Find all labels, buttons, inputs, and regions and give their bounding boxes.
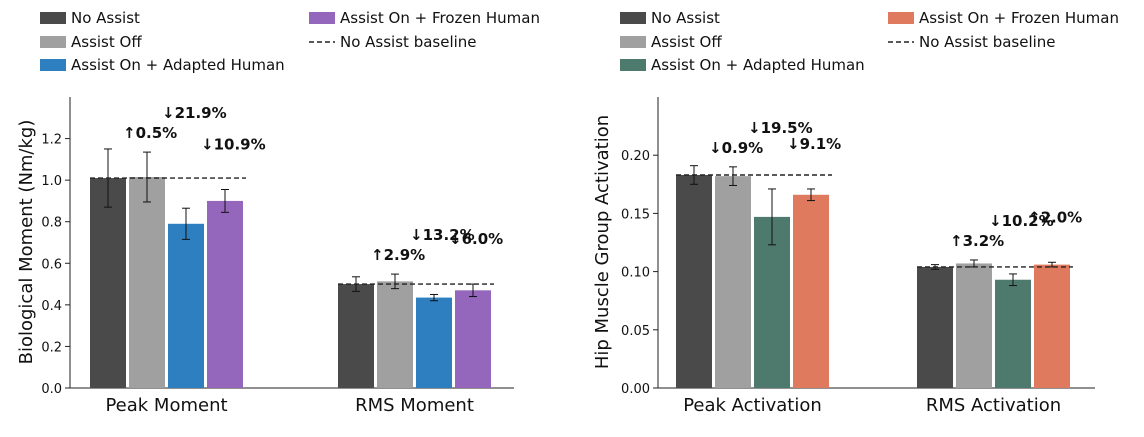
y-tick-label: 0.05 xyxy=(621,324,650,339)
chart-1: No Assist Assist Off Assist On + Adapted H… xyxy=(16,9,540,416)
percent-change-label: ↓10.9% xyxy=(201,135,266,153)
bar xyxy=(455,290,491,388)
legend-swatch-3 xyxy=(40,59,66,71)
bar xyxy=(715,176,751,388)
legend-swatch-2 xyxy=(620,36,646,48)
legend-swatch-4 xyxy=(309,12,335,24)
legend-label-3: Assist On + Adapted Human xyxy=(651,56,865,74)
legend-label-4: Assist On + Frozen Human xyxy=(340,9,540,27)
y-tick-label: 0.10 xyxy=(621,266,650,281)
bar xyxy=(1034,264,1070,388)
bar xyxy=(995,279,1031,388)
percent-change-label: ↓9.1% xyxy=(787,135,841,153)
y-tick-label: 0.8 xyxy=(41,216,62,231)
bar xyxy=(90,178,126,388)
percent-change-label: ↓19.5% xyxy=(748,119,813,137)
legend-swatch-4 xyxy=(888,12,914,24)
bar xyxy=(676,174,712,388)
y-axis-title: Biological Moment (Nm/kg) xyxy=(16,120,37,365)
x-category-label: Peak Activation xyxy=(683,395,822,416)
legend-label-5: No Assist baseline xyxy=(340,33,477,51)
percent-change-label: ↓0.9% xyxy=(709,139,763,157)
x-category-label: Peak Moment xyxy=(105,395,227,416)
percent-change-label: ↑2.9% xyxy=(371,246,425,264)
y-tick-label: 1.2 xyxy=(41,133,62,148)
percent-change-label: ↓13.2% xyxy=(410,226,475,244)
legend-swatch-2 xyxy=(40,36,66,48)
legend-label-1: No Assist xyxy=(651,9,720,27)
percent-change-label: ↑0.5% xyxy=(123,124,177,142)
legend-label-5: No Assist baseline xyxy=(919,33,1056,51)
percent-change-label: ↓10.2% xyxy=(989,212,1054,230)
chart-2: No Assist Assist Off Assist On + Adapted H… xyxy=(592,9,1119,416)
legend-label-3: Assist On + Adapted Human xyxy=(71,56,285,74)
legend-swatch-1 xyxy=(620,12,646,24)
bar xyxy=(207,200,243,388)
bar xyxy=(129,177,165,388)
percent-change-label: ↓21.9% xyxy=(162,104,227,122)
bar xyxy=(754,216,790,388)
x-category-label: RMS Activation xyxy=(926,395,1061,416)
legend: No Assist Assist Off Assist On + Adapted H… xyxy=(40,9,540,74)
percent-change-label: ↑2.0% xyxy=(1028,208,1082,226)
legend-swatch-1 xyxy=(40,12,66,24)
y-tick-label: 0.6 xyxy=(41,257,62,272)
percent-change-label: ↑3.2% xyxy=(950,232,1004,250)
bar xyxy=(377,281,413,388)
y-tick-label: 0.0 xyxy=(41,382,62,397)
y-axis-title: Hip Muscle Group Activation xyxy=(592,115,613,369)
bar xyxy=(338,284,374,388)
bar xyxy=(956,263,992,388)
bar xyxy=(416,297,452,388)
bar xyxy=(168,223,204,388)
legend-label-2: Assist Off xyxy=(71,33,142,51)
legend-label-4: Assist On + Frozen Human xyxy=(919,9,1119,27)
bar xyxy=(917,266,953,388)
y-tick-label: 0.00 xyxy=(621,382,650,397)
x-category-label: RMS Moment xyxy=(355,395,474,416)
bar xyxy=(793,194,829,388)
y-tick-label: 0.4 xyxy=(41,299,62,314)
legend-label-1: No Assist xyxy=(71,9,140,27)
legend: No Assist Assist Off Assist On + Adapted H… xyxy=(620,9,1119,74)
percent-change-label: ↓6.0% xyxy=(449,230,503,248)
y-tick-label: 0.15 xyxy=(621,207,650,222)
y-tick-label: 1.0 xyxy=(41,174,62,189)
y-tick-label: 0.20 xyxy=(621,149,650,164)
legend-label-2: Assist Off xyxy=(651,33,722,51)
legend-swatch-3 xyxy=(620,59,646,71)
y-tick-label: 0.2 xyxy=(41,340,62,355)
